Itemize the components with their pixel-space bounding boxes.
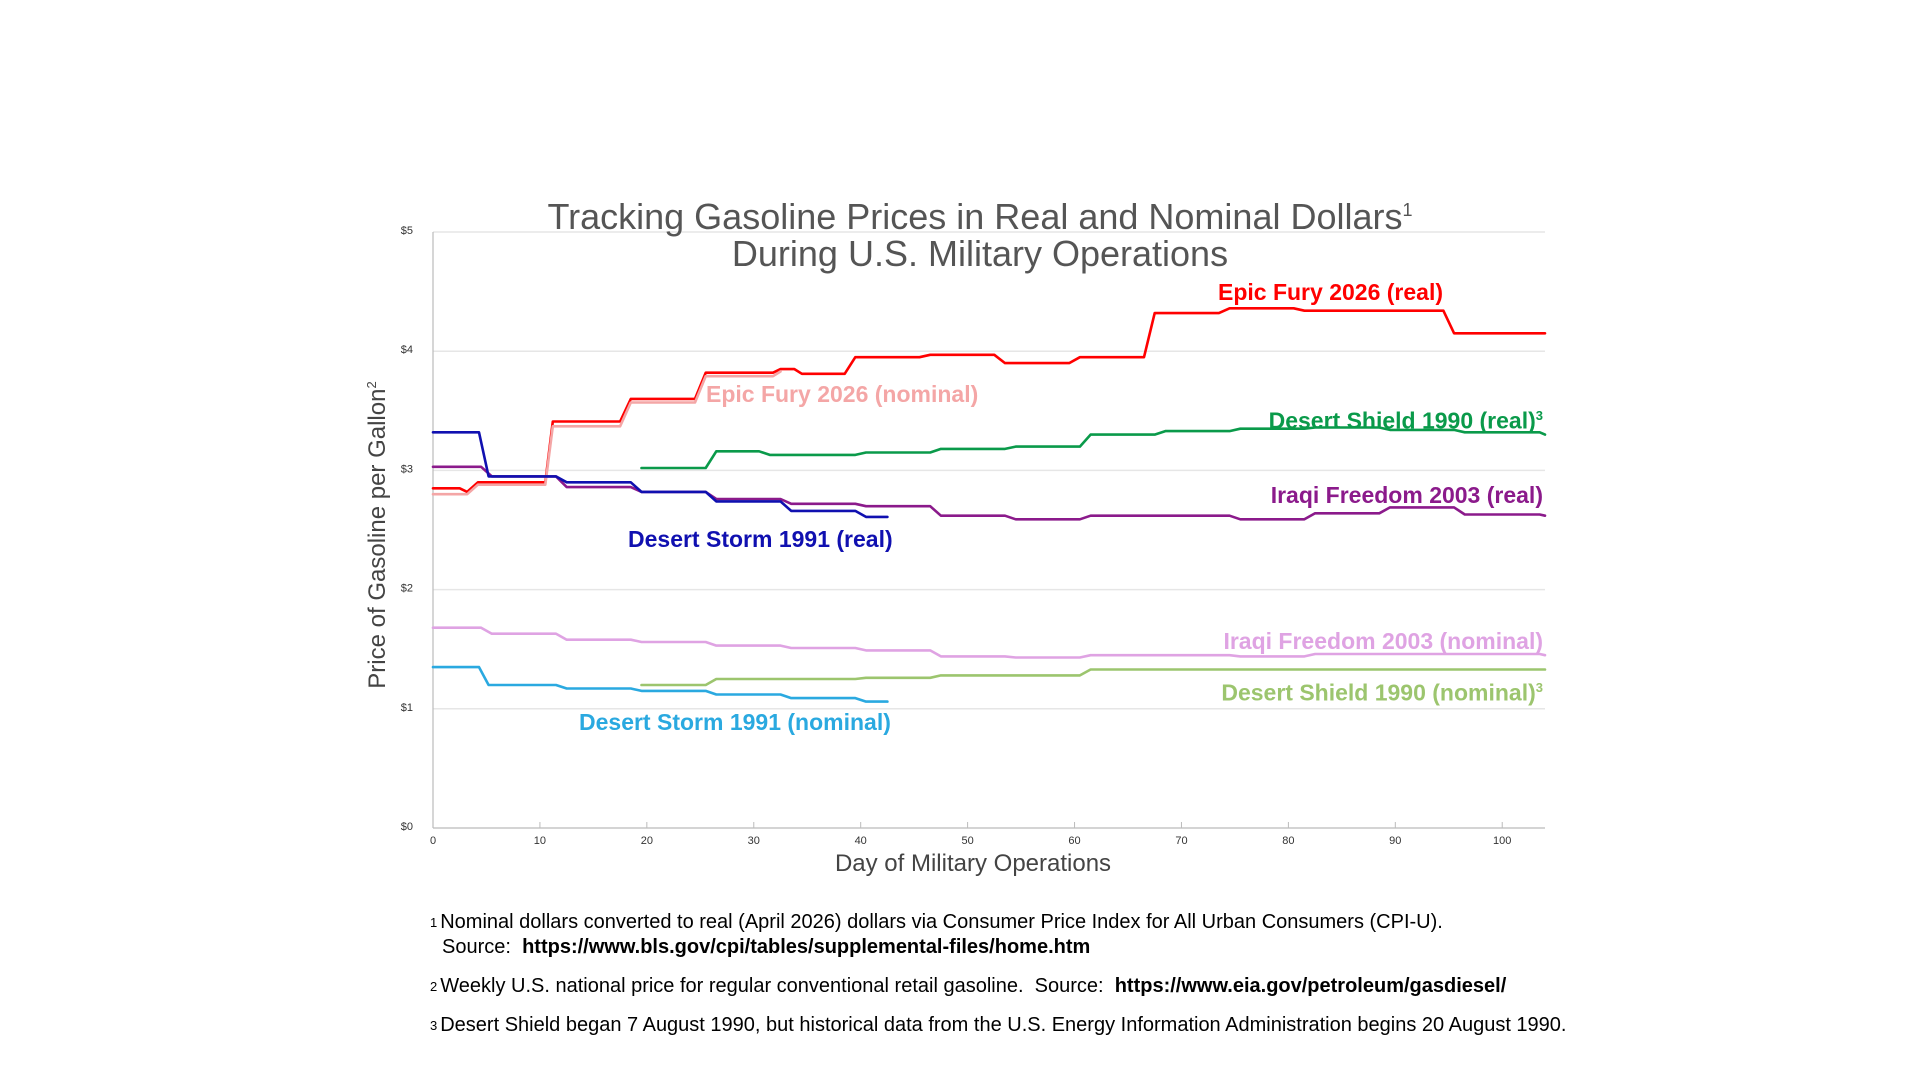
y-tick-label: $5	[401, 225, 413, 237]
label-desert-storm-nominal-text: Desert Storm 1991 (nominal)	[579, 709, 891, 735]
footnote-3: 3 Desert Shield began 7 August 1990, but …	[430, 1013, 1730, 1038]
x-tick-label: 0	[430, 835, 436, 847]
footnote-2: 2 Weekly U.S. national price for regular …	[430, 974, 1730, 999]
x-tick-label: 100	[1493, 835, 1511, 847]
series-lines	[431, 307, 1547, 703]
label-iraqi-freedom-nominal-text: Iraqi Freedom 2003 (nominal)	[1223, 628, 1543, 654]
footnote-2-text: Weekly U.S. national price for regular c…	[440, 975, 1024, 997]
x-tick-label: 60	[1068, 835, 1080, 847]
footnote-1-text: Nominal dollars converted to real (April…	[440, 911, 1443, 933]
grid-lines	[433, 231, 1545, 710]
label-epic-fury-real-text: Epic Fury 2026 (real)	[1218, 279, 1443, 305]
footnote-3-number: 3	[430, 1018, 438, 1033]
x-tick-label: 70	[1175, 835, 1187, 847]
footnote-1-source-label: Source:	[442, 936, 511, 958]
footnote-1: 1 Nominal dollars converted to real (Apri…	[430, 910, 1730, 960]
series-line-desert-storm-1991-nominal	[431, 665, 889, 703]
label-desert-storm-nominal: Desert Storm 1991 (nominal)	[579, 708, 891, 736]
footnote-1-source-link[interactable]: https://www.bls.gov/cpi/tables/supplemen…	[522, 936, 1091, 958]
footnote-2-number: 2	[430, 979, 438, 994]
y-tick-label: $4	[401, 344, 413, 356]
label-desert-shield-real: Desert Shield 1990 (real)3	[1269, 402, 1543, 435]
footnote-2-source-label: Source:	[1034, 975, 1104, 997]
y-axis-label-footnote-marker: 2	[364, 381, 379, 389]
series-line-desert-storm-1991-real	[431, 431, 889, 519]
series-line-desert-shield-1990-nominal	[640, 668, 1547, 687]
footnotes: 1 Nominal dollars converted to real (Apri…	[430, 910, 1730, 1052]
label-iraqi-freedom-real: Iraqi Freedom 2003 (real)	[1271, 481, 1543, 509]
y-tick-label: $1	[401, 702, 413, 714]
chart-title-line1: Tracking Gasoline Prices in Real and Nom…	[547, 196, 1403, 237]
x-tick-label: 90	[1389, 835, 1401, 847]
x-tick-label: 20	[641, 835, 653, 847]
y-tick-label: $3	[401, 463, 413, 475]
label-epic-fury-real: Epic Fury 2026 (real)	[1218, 278, 1443, 306]
footnote-3-text: Desert Shield began 7 August 1990, but h…	[440, 1014, 1567, 1036]
axes: $0 $1 $2 $3 $4 $5 0 10 20 30 40 50 60 70 80 90 100	[401, 225, 1545, 847]
label-desert-shield-real-text: Desert Shield 1990 (real)	[1268, 407, 1536, 434]
y-axis-label: Price of Gasoline per Gallon2	[357, 335, 391, 735]
label-epic-fury-nominal: Epic Fury 2026 (nominal)	[706, 380, 978, 408]
label-desert-shield-nominal-text: Desert Shield 1990 (nominal)	[1221, 679, 1536, 706]
series-line-epic-fury-2026-nominal	[431, 370, 782, 496]
chart-subtitle: During U.S. Military Operations	[430, 232, 1530, 276]
series-line-iraqi-freedom-2003-real	[431, 465, 1547, 521]
label-desert-storm-real: Desert Storm 1991 (real)	[628, 525, 893, 553]
y-tick-label: $2	[401, 583, 413, 595]
footnote-2-source-link[interactable]: https://www.eia.gov/petroleum/gasdiesel/	[1114, 975, 1507, 997]
x-tick-label: 30	[748, 835, 760, 847]
series-line-epic-fury-2026-real	[431, 307, 1547, 494]
label-desert-shield-real-sup: 3	[1535, 408, 1543, 423]
series-line-iraqi-freedom-2003-nominal	[431, 626, 1547, 659]
label-desert-storm-real-text: Desert Storm 1991 (real)	[628, 526, 893, 552]
x-tick-label: 80	[1282, 835, 1294, 847]
chart-title: Tracking Gasoline Prices in Real and Nom…	[430, 188, 1530, 239]
label-desert-shield-nominal-sup: 3	[1535, 680, 1543, 695]
y-axis-label-text: Price of Gasoline per Gallon	[364, 388, 391, 689]
footnote-1-number: 1	[430, 915, 438, 930]
series-line-desert-shield-1990-real	[640, 426, 1547, 470]
x-tick-label: 50	[961, 835, 973, 847]
x-axis-label: Day of Military Operations	[834, 850, 1112, 877]
label-desert-shield-nominal: Desert Shield 1990 (nominal)3	[1221, 674, 1543, 707]
y-tick-label: $0	[401, 821, 413, 833]
label-iraqi-freedom-nominal: Iraqi Freedom 2003 (nominal)	[1223, 627, 1543, 655]
label-epic-fury-nominal-text: Epic Fury 2026 (nominal)	[706, 381, 979, 407]
x-tick-label: 10	[534, 835, 546, 847]
title-footnote-marker: 1	[1402, 200, 1413, 220]
label-iraqi-freedom-real-text: Iraqi Freedom 2003 (real)	[1270, 482, 1543, 508]
x-tick-label: 40	[855, 835, 867, 847]
chart-title-line2: During U.S. Military Operations	[731, 233, 1229, 274]
